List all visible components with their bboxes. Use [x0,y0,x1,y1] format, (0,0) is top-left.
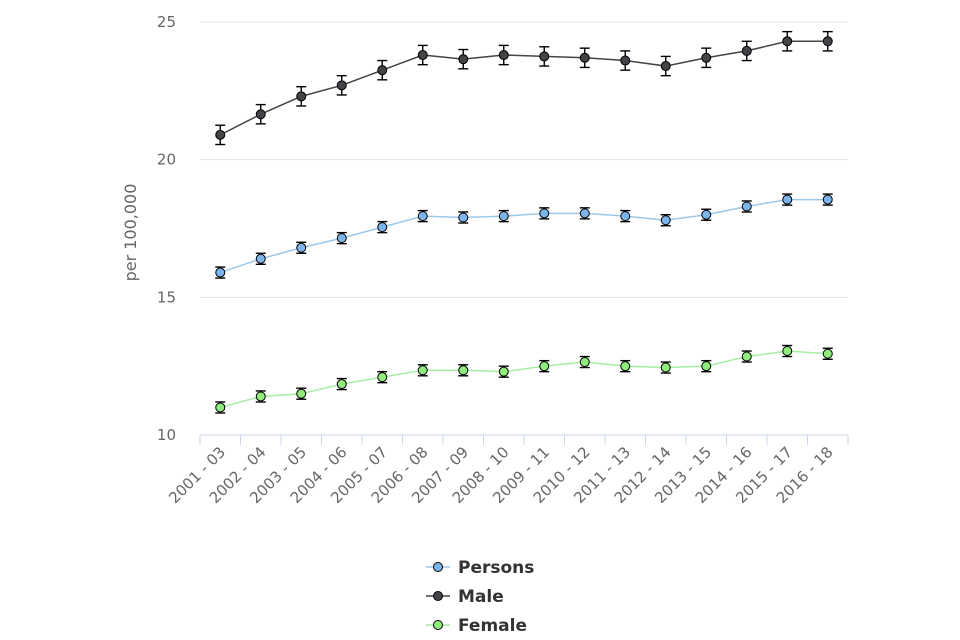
data-point [822,194,833,205]
data-point [498,366,509,377]
grid-lines [200,21,848,436]
y-axis: 10 15 20 25 per 100,000 [121,13,176,444]
data-point [255,109,266,120]
y-tick-label: 10 [157,426,176,444]
data-point [417,365,428,376]
legend-marker [433,562,443,572]
data-point [458,365,469,376]
data-point [296,242,307,253]
legend-item-persons: Persons [426,558,534,578]
data-point [255,253,266,264]
series-line [219,40,828,136]
data-point [417,211,428,222]
data-point [701,209,712,220]
data-point [377,372,388,383]
series-female [215,344,833,414]
data-point [539,361,550,372]
data-point [255,391,266,402]
data-point [215,267,226,278]
y-tick-label: 25 [157,13,176,31]
data-point [620,361,631,372]
y-axis-label: per 100,000 [121,184,140,282]
data-point [701,52,712,63]
legend-label: Persons [458,558,534,578]
y-tick-label: 20 [157,151,176,169]
legend-item-female: Female [426,616,527,636]
data-point [579,357,590,368]
data-point [620,211,631,222]
data-point [579,52,590,63]
data-point [579,208,590,219]
legend-marker [433,591,443,601]
data-point [336,233,347,244]
data-point [336,80,347,91]
data-point [539,208,550,219]
data-point [741,201,752,212]
data-point [782,346,793,357]
data-point [377,65,388,76]
legend-label: Male [458,587,504,607]
data-point [782,36,793,47]
data-point [377,222,388,233]
series-line [220,350,828,409]
legend-marker [433,620,443,630]
data-point [741,45,752,56]
data-point [660,215,671,226]
data-point [336,379,347,390]
data-point [822,348,833,359]
legend-label: Female [458,616,527,636]
data-point [660,362,671,373]
series-male [215,30,833,146]
legend-item-male: Male [426,587,504,607]
data-point [660,61,671,72]
data-point [296,388,307,399]
data-point [215,129,226,140]
series-line [220,198,828,274]
data-point [215,402,226,413]
y-tick-label: 15 [157,288,176,306]
data-point [701,361,712,372]
data-point [458,54,469,65]
data-point [539,51,550,62]
data-point [498,211,509,222]
data-point [296,91,307,102]
data-point [417,50,428,61]
series-group [215,30,833,414]
data-point [741,351,752,362]
legend: Persons Male Female [426,558,534,636]
data-point [620,55,631,66]
data-point [782,194,793,205]
data-point [458,212,469,223]
data-point [822,36,833,47]
series-persons [215,193,833,279]
data-point [498,50,509,61]
